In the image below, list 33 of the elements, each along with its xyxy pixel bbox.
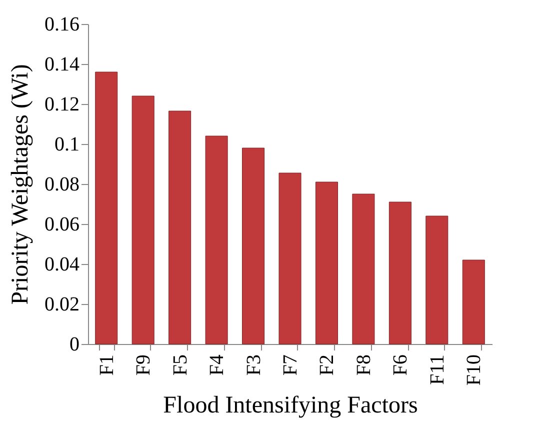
x-tick-label: F2	[316, 354, 338, 376]
x-tick-label: F9	[132, 354, 155, 376]
bar	[205, 136, 228, 344]
x-tick-label: F4	[206, 354, 228, 376]
bar	[426, 216, 448, 344]
x-tick-label: F5	[169, 354, 192, 376]
bar	[168, 110, 192, 344]
y-tick-label: 0	[70, 334, 80, 356]
bar	[315, 182, 338, 344]
x-tick-label: F10	[463, 354, 486, 386]
x-axis-title: Flood Intensifying Factors	[163, 392, 418, 419]
x-tick-label: F3	[242, 354, 265, 376]
y-tick-label: 0.1	[54, 134, 80, 156]
x-tick-label: F8	[352, 354, 375, 376]
bar	[242, 148, 265, 344]
y-tick-label: 0.06	[44, 214, 80, 236]
y-tick-label: 0.14	[44, 54, 80, 76]
y-tick-label: 0.02	[44, 294, 80, 316]
bar	[95, 72, 118, 344]
y-tick-label: 0.12	[44, 94, 80, 116]
bar	[388, 202, 412, 344]
x-tick-label: F7	[280, 354, 302, 376]
y-tick-label: 0.08	[44, 174, 80, 196]
x-tick-label: F11	[426, 354, 448, 385]
y-tick-label: 0.04	[44, 254, 80, 276]
bar	[278, 172, 302, 344]
y-tick-label: 0.16	[44, 14, 80, 36]
bar	[352, 194, 375, 344]
y-axis-title: Priority Weightages (Wi)	[8, 64, 34, 305]
x-tick-label: F6	[390, 354, 412, 376]
bar	[132, 96, 154, 344]
bar	[462, 260, 485, 344]
x-tick-label: F1	[96, 354, 118, 376]
